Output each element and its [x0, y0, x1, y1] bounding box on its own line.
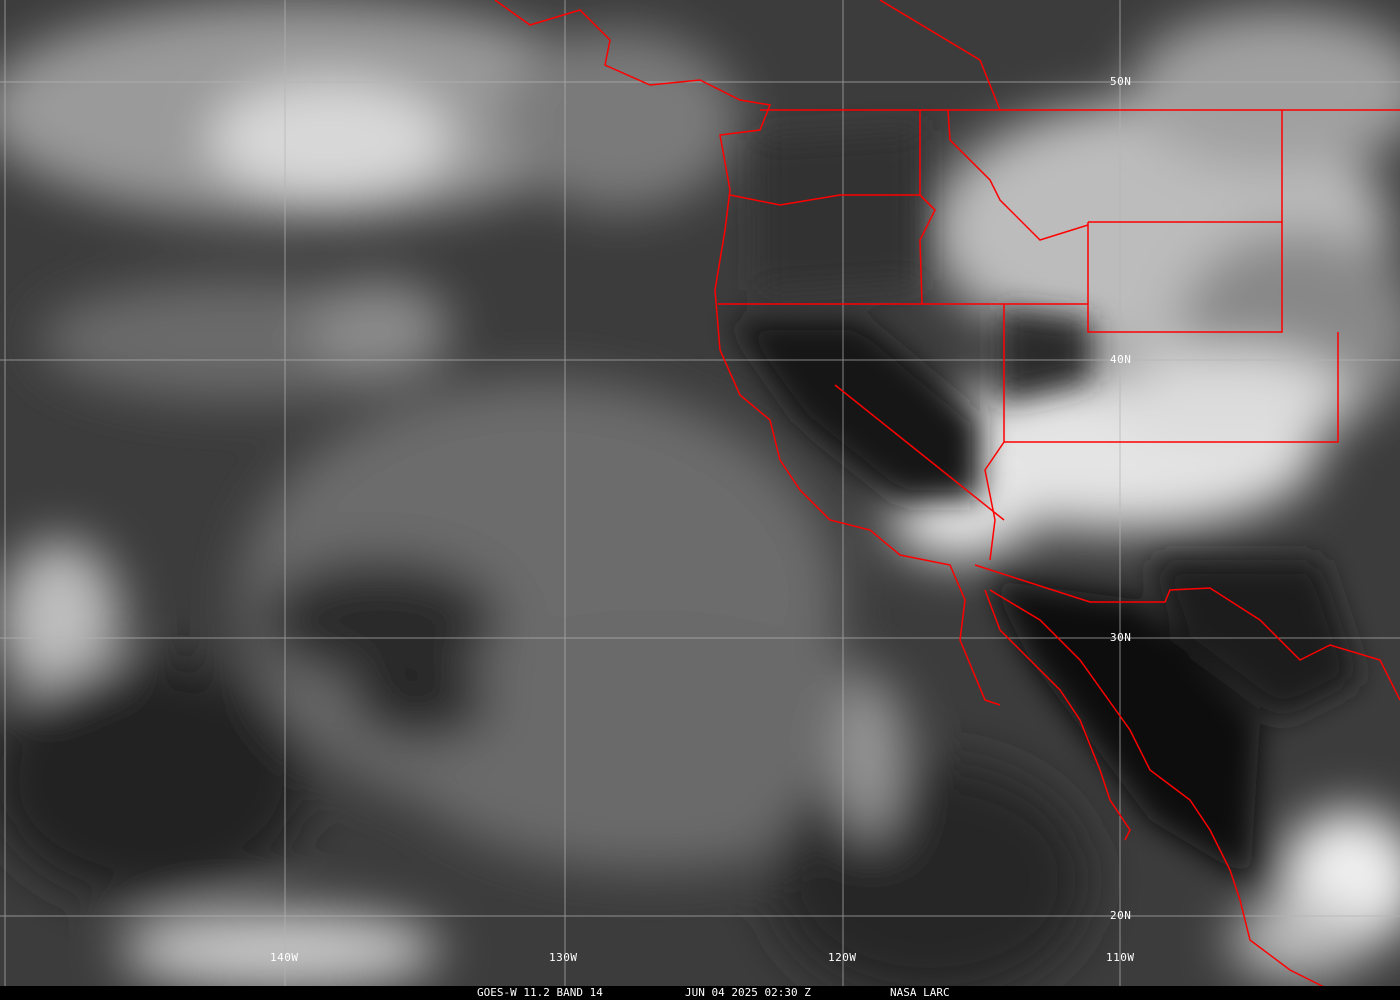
source-label: NASA LARC: [890, 986, 950, 999]
lon-label-120w: 120W: [828, 951, 857, 964]
canada-provinces: [879, 0, 1001, 111]
datetime-label: JUN 04 2025 02:30 Z: [685, 986, 811, 999]
us-mexico-border: [974, 564, 1400, 701]
lat-label-40n: 40N: [1110, 353, 1132, 366]
mexico-mainland-coast: [989, 589, 1331, 991]
idaho-west: [919, 110, 936, 305]
caption-bar: GOES-W 11.2 BAND 14 JUN 04 2025 02:30 Z …: [0, 986, 1400, 1000]
product-label: GOES-W 11.2 BAND 14: [477, 986, 603, 999]
lat-label-50n: 50N: [1110, 75, 1132, 88]
lat-label-30n: 30N: [1110, 631, 1132, 644]
idaho-montana: [947, 109, 1089, 241]
political-borders: [494, 0, 1400, 991]
west-coastline: [494, 0, 1001, 706]
lon-label-110w: 110W: [1106, 951, 1135, 964]
lon-label-130w: 130W: [549, 951, 578, 964]
utah-arizona: [1004, 332, 1339, 443]
ca-nv-border: [984, 304, 1005, 561]
baja-east-coast: [984, 589, 1131, 841]
wyoming: [1087, 221, 1283, 333]
ca-diagonal: [834, 384, 1005, 521]
lon-label-140w: 140W: [270, 951, 299, 964]
lat-label-20n: 20N: [1110, 909, 1132, 922]
